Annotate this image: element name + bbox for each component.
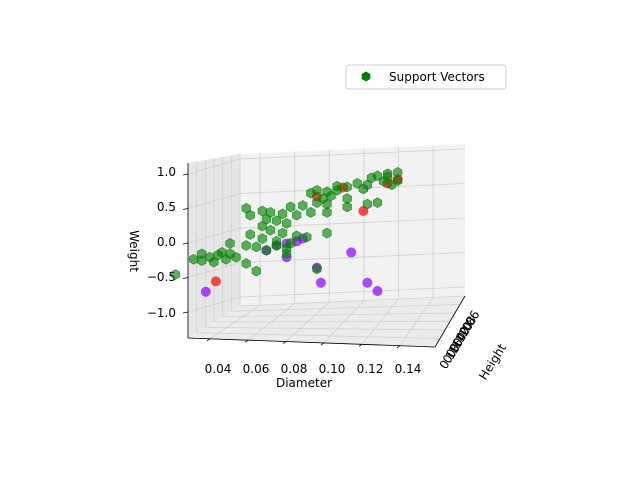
support-vector-point — [221, 253, 231, 265]
x-tick-mark — [206, 338, 211, 342]
support-vector-point — [358, 183, 369, 195]
x-tick-label: 0.14 — [395, 362, 422, 376]
z-tick-label: 1.0 — [157, 165, 176, 179]
support-vector-point — [257, 220, 268, 232]
support-vector-point — [281, 218, 292, 229]
x-tick-label: 0.10 — [319, 362, 346, 376]
back-pane — [240, 144, 465, 306]
support-vector-point — [292, 209, 302, 221]
z-tick-mark — [182, 277, 189, 279]
purple-class-point — [362, 277, 373, 288]
support-vector-point — [241, 258, 251, 269]
legend-box — [345, 64, 507, 90]
support-vector-point — [302, 231, 312, 243]
x-tick-mark — [320, 342, 325, 346]
support-vector-point — [285, 238, 296, 249]
support-vector-point — [245, 229, 255, 240]
support-vector-point — [225, 238, 235, 249]
support-vector-point — [197, 248, 207, 260]
support-vector-point — [257, 205, 268, 217]
z-back-gridline — [239, 148, 466, 160]
support-vector-point — [362, 198, 373, 210]
support-vector-point — [245, 209, 255, 221]
z-tick-labels: 1.0 0.5 0.0 −0.5 −1.0 — [147, 165, 176, 320]
support-vector-point — [342, 201, 352, 213]
x-tick-label: 0.08 — [281, 362, 308, 376]
data-points — [170, 167, 403, 297]
z-back-gridline — [239, 252, 466, 263]
z-tick-label: 0.5 — [157, 200, 176, 214]
y-floor-gridline — [222, 312, 456, 318]
z-tick-label: 0.0 — [157, 235, 176, 249]
support-vector-point — [251, 241, 261, 253]
support-vector-point — [312, 197, 322, 209]
x-tick-label: 0.06 — [243, 362, 270, 376]
z-tick-label: −1.0 — [147, 306, 176, 320]
z-back-gridline — [239, 286, 466, 298]
x-tick-mark — [244, 339, 249, 343]
support-vector-point — [322, 207, 332, 218]
support-vector-point — [306, 187, 316, 199]
support-vector-point — [298, 200, 308, 211]
support-vector-point — [257, 233, 268, 244]
y-floor-gridline — [205, 326, 446, 331]
z-back-gridline — [239, 217, 466, 229]
z-tick-mark — [182, 242, 189, 245]
support-vector-point — [342, 181, 352, 193]
tick-marks — [182, 173, 401, 349]
purple-class-point — [372, 286, 383, 297]
purple-class-point — [315, 277, 326, 288]
support-vector-point — [271, 236, 282, 247]
support-vector-point — [277, 208, 288, 220]
z-tick-mark — [182, 173, 189, 176]
purple-class-point — [200, 286, 211, 297]
support-vector-point — [322, 227, 332, 239]
legend: Support Vectors — [345, 64, 507, 90]
y-axis-line — [434, 295, 466, 348]
support-vector-point — [312, 263, 322, 275]
support-vector-point — [285, 201, 296, 213]
z-tick-mark — [182, 208, 189, 210]
z-back-gridline — [239, 183, 466, 194]
x-tick-label: 0.12 — [357, 362, 384, 376]
legend-entry-support-vectors: Support Vectors — [389, 70, 485, 84]
legend-hexagon-icon — [361, 71, 371, 82]
support-vector-point — [326, 190, 336, 202]
support-vector-point — [378, 175, 389, 187]
support-vector-point — [271, 215, 282, 227]
support-vector-point — [189, 253, 199, 265]
z-axis-label: Weight — [127, 230, 141, 272]
x-tick-label: 0.04 — [205, 362, 232, 376]
x-axis-line — [187, 337, 436, 348]
y-tick-label: 0.06 — [456, 308, 482, 338]
y-axis-label: Height — [476, 341, 509, 382]
axis-lines — [187, 163, 466, 348]
support-vector-point — [292, 230, 302, 242]
support-vector-point — [261, 244, 272, 256]
y-floor-gridline — [196, 332, 441, 339]
red-class-point — [210, 276, 221, 287]
support-vector-point — [209, 256, 219, 268]
x-tick-mark — [282, 341, 287, 344]
x-tick-labels: 0.04 0.06 0.08 0.10 0.12 0.14 — [205, 362, 422, 376]
z-tick-mark — [182, 311, 189, 314]
support-vector-point — [170, 269, 181, 280]
support-vector-point — [231, 251, 241, 263]
z-tick-label: −0.5 — [147, 270, 176, 284]
x-axis-label: Diameter — [276, 376, 332, 390]
support-vector-point — [306, 207, 316, 218]
x-tick-mark — [396, 345, 401, 349]
support-vector-point — [277, 227, 288, 239]
support-vector-point — [241, 240, 251, 251]
support-vector-point — [251, 265, 261, 277]
support-vector-point — [372, 197, 383, 209]
y-floor-gridline — [231, 304, 461, 312]
purple-class-point — [346, 247, 357, 258]
support-vector-point — [386, 179, 397, 191]
y-floor-gridline — [213, 321, 451, 323]
x-tick-mark — [358, 344, 363, 347]
support-vector-point — [265, 224, 276, 236]
y-floor-gridline — [239, 295, 466, 307]
